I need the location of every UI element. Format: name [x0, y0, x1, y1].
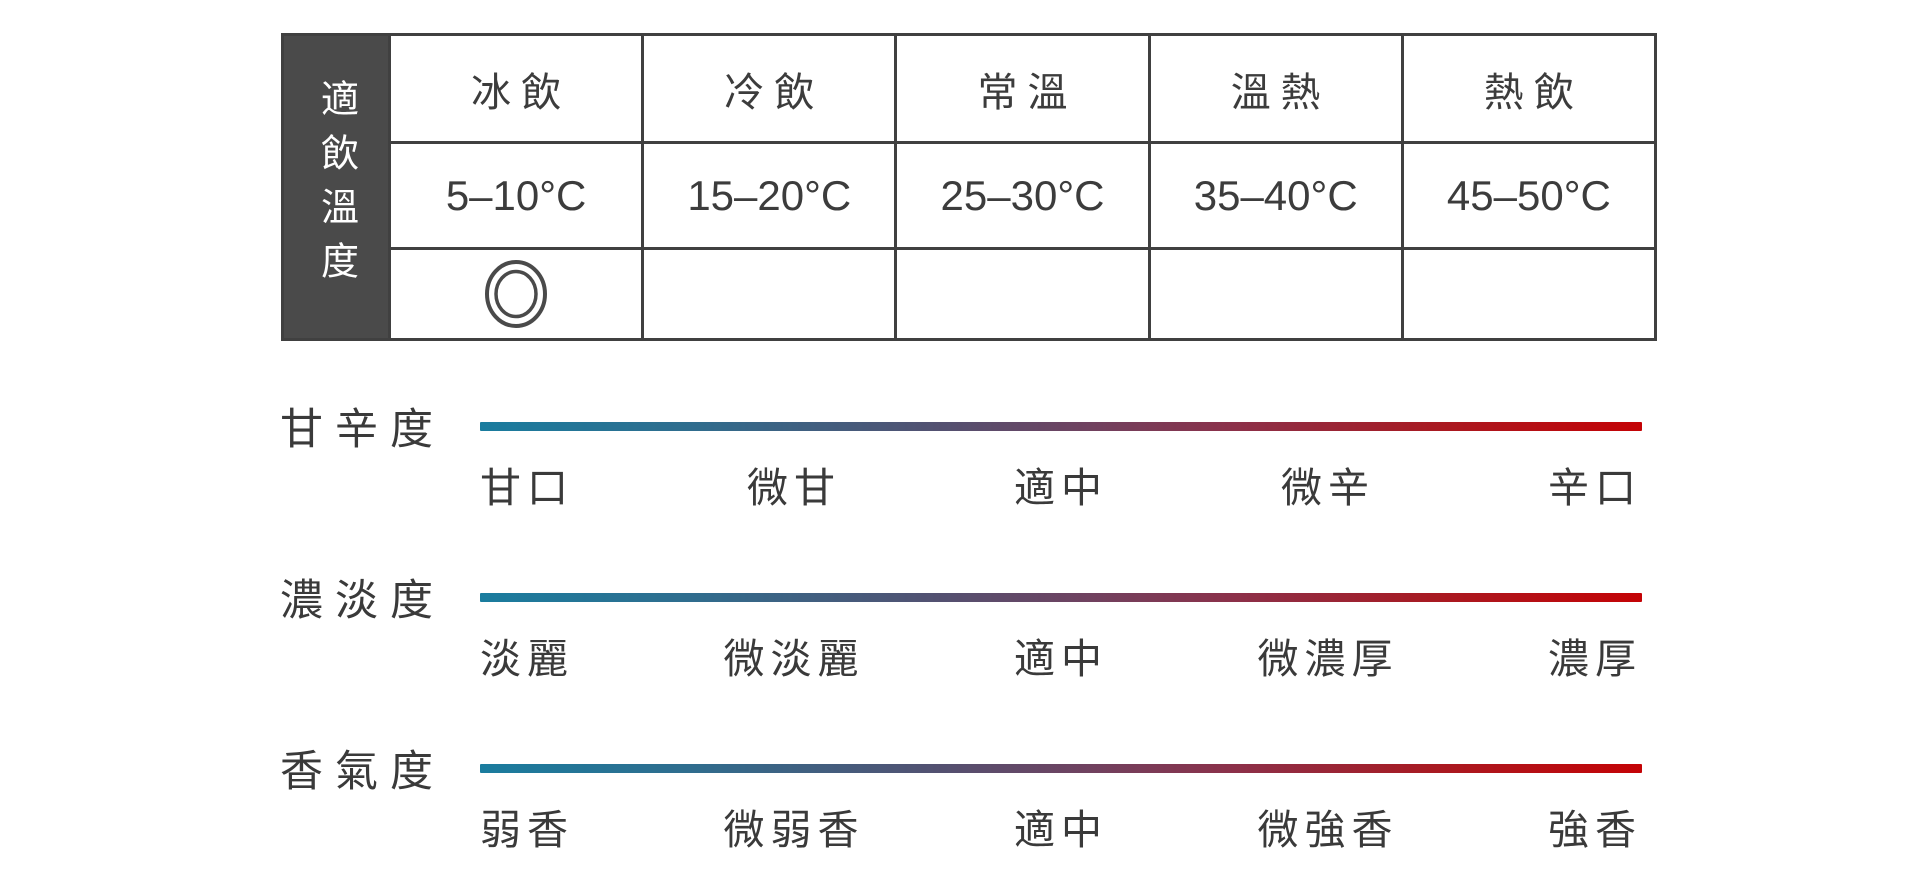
temp-range-ice: 5–10°C	[388, 141, 642, 247]
aroma-gradient-bar	[480, 763, 1642, 773]
temp-range-warm: 35–40°C	[1147, 141, 1401, 247]
sweetness-level-labels: 甘口 微甘 適中 微辛 辛口	[480, 464, 1642, 512]
temp-marker-cell-cold	[641, 247, 895, 338]
scale-level-label: 甘口	[480, 465, 574, 511]
scale-level-label: 適中	[1014, 807, 1108, 853]
temperature-table-row-header: 適飲溫度	[284, 36, 388, 338]
temp-column-header-warm: 溫熱	[1147, 36, 1401, 141]
temp-column-header-cold: 冷飲	[641, 36, 894, 141]
temp-marker-cell-ice	[388, 247, 642, 338]
scale-level-label: 強香	[1548, 807, 1642, 853]
temp-column-header-hot: 熱飲	[1400, 36, 1654, 141]
temperature-table: 適飲溫度 冰飲 冷飲 常溫 溫熱 熱飲 5–10°C 15–20°C 25–30…	[281, 33, 1657, 341]
scale-level-label: 辛口	[1548, 465, 1642, 511]
temp-range-hot: 45–50°C	[1400, 141, 1654, 247]
scale-level-label: 微強香	[1257, 807, 1399, 853]
scale-level-label: 弱香	[480, 807, 574, 853]
temperature-table-grid: 冰飲 冷飲 常溫 溫熱 熱飲 5–10°C 15–20°C 25–30°C 35…	[388, 36, 1654, 338]
temp-marker-cell-room	[894, 247, 1148, 338]
temp-range-cold: 15–20°C	[641, 141, 895, 247]
scale-level-label: 淡麗	[480, 636, 574, 682]
sweetness-gradient-bar	[480, 421, 1642, 431]
scale-aroma-title: 香氣度	[280, 748, 445, 796]
scale-level-label: 適中	[1014, 636, 1108, 682]
temp-column-header-room: 常溫	[894, 36, 1147, 141]
scale-sweetness-dryness-title: 甘辛度	[280, 406, 445, 454]
scale-level-label: 微弱香	[723, 807, 865, 853]
scale-level-label: 微濃厚	[1257, 636, 1399, 682]
scale-richness: 濃淡度 淡麗 微淡麗 適中 微濃厚 濃厚	[280, 569, 1642, 683]
richness-level-labels: 淡麗 微淡麗 適中 微濃厚 濃厚	[480, 635, 1642, 683]
richness-gradient-bar	[480, 592, 1642, 602]
double-circle-marker-icon	[485, 260, 548, 328]
scale-level-label: 微淡麗	[723, 636, 865, 682]
scale-level-label: 微辛	[1281, 465, 1375, 511]
temp-column-header-ice: 冰飲	[388, 36, 641, 141]
scale-sweetness-dryness: 甘辛度 甘口 微甘 適中 微辛 辛口	[280, 398, 1642, 512]
scale-level-label: 適中	[1014, 465, 1108, 511]
temp-marker-cell-warm	[1147, 247, 1401, 338]
scale-aroma: 香氣度 弱香 微弱香 適中 微強香 強香	[280, 740, 1642, 854]
scale-level-label: 濃厚	[1548, 636, 1642, 682]
aroma-level-labels: 弱香 微弱香 適中 微強香 強香	[480, 806, 1642, 854]
scale-level-label: 微甘	[747, 465, 841, 511]
temp-marker-cell-hot	[1400, 247, 1654, 338]
scale-richness-title: 濃淡度	[280, 577, 445, 625]
temp-range-room: 25–30°C	[894, 141, 1148, 247]
